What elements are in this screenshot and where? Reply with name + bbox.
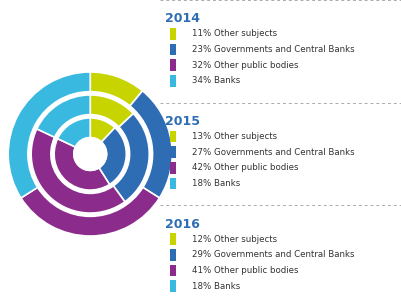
Wedge shape	[54, 139, 109, 190]
Text: 42% Other public bodies: 42% Other public bodies	[192, 163, 298, 172]
FancyBboxPatch shape	[170, 75, 176, 87]
Text: 2016: 2016	[165, 218, 200, 231]
Text: 27% Governments and Central Banks: 27% Governments and Central Banks	[192, 148, 354, 157]
Text: 29% Governments and Central Banks: 29% Governments and Central Banks	[192, 250, 354, 259]
Text: 18% Banks: 18% Banks	[192, 282, 240, 291]
FancyBboxPatch shape	[170, 131, 176, 142]
FancyBboxPatch shape	[170, 178, 176, 189]
Circle shape	[74, 138, 107, 170]
Wedge shape	[90, 118, 115, 142]
Text: 18% Banks: 18% Banks	[192, 179, 240, 188]
Text: 32% Other public bodies: 32% Other public bodies	[192, 61, 298, 70]
Wedge shape	[113, 114, 149, 202]
FancyBboxPatch shape	[170, 233, 176, 245]
FancyBboxPatch shape	[170, 59, 176, 71]
Wedge shape	[99, 128, 126, 184]
Wedge shape	[90, 95, 133, 127]
Text: 13% Other subjects: 13% Other subjects	[192, 132, 277, 141]
Wedge shape	[31, 129, 125, 213]
Wedge shape	[8, 72, 90, 198]
Wedge shape	[130, 91, 172, 198]
FancyBboxPatch shape	[170, 249, 176, 261]
Text: 2015: 2015	[165, 115, 200, 128]
Text: 12% Other subjects: 12% Other subjects	[192, 235, 277, 244]
FancyBboxPatch shape	[170, 146, 176, 158]
FancyBboxPatch shape	[170, 280, 176, 292]
Text: 23% Governments and Central Banks: 23% Governments and Central Banks	[192, 45, 354, 54]
Wedge shape	[37, 95, 90, 137]
FancyBboxPatch shape	[170, 265, 176, 276]
Text: 41% Other public bodies: 41% Other public bodies	[192, 266, 298, 275]
Wedge shape	[90, 72, 142, 106]
Wedge shape	[21, 187, 160, 236]
FancyBboxPatch shape	[170, 28, 176, 40]
Text: 34% Banks: 34% Banks	[192, 76, 240, 85]
FancyBboxPatch shape	[170, 162, 176, 174]
Text: 11% Other subjects: 11% Other subjects	[192, 29, 277, 38]
Text: 2014: 2014	[165, 12, 200, 25]
Wedge shape	[58, 118, 90, 147]
FancyBboxPatch shape	[170, 44, 176, 55]
